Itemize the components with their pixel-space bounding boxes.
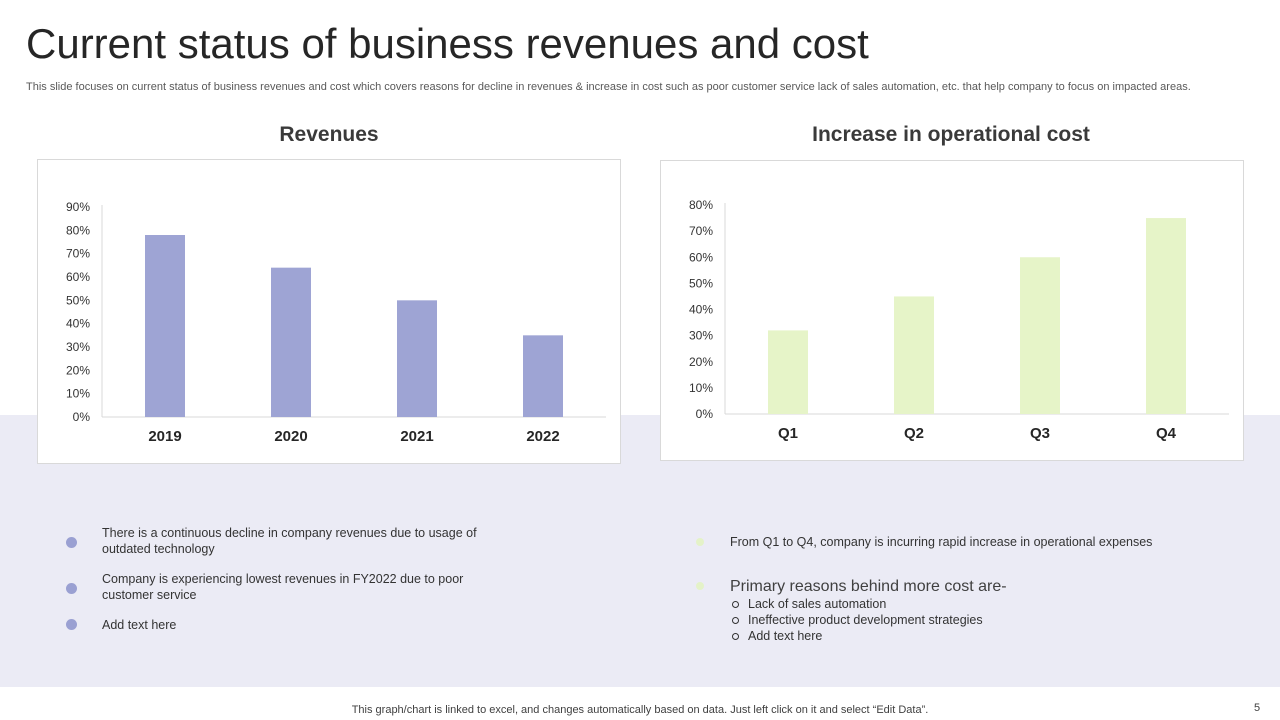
revenue-y-tick-label: 30% [66,340,90,354]
cost-reason-item: Ineffective product development strategi… [730,612,1130,628]
cost-y-tick-label: 30% [689,329,713,343]
cost-bar[interactable] [768,330,808,414]
revenue-y-tick-label: 50% [66,293,90,307]
revenue-y-tick-label: 20% [66,363,90,377]
revenue-note-item: Company is experiencing lowest revenues … [60,571,510,605]
revenue-bar[interactable] [397,300,437,417]
cost-note-text: From Q1 to Q4, company is incurring rapi… [730,535,1153,549]
revenue-bar[interactable] [271,267,311,417]
page-number: 5 [1254,702,1261,714]
cost-y-tick-label: 0% [696,407,714,421]
cost-reasons-heading: Primary reasons behind more cost are- [730,578,1007,595]
revenue-bar[interactable] [145,235,185,417]
bullet-dot-icon [696,538,704,546]
cost-chart-svg: 0% 10% 20% 30% 40% 50% 60% 70% 80% Q1 Q2 Q3 Q4 [689,198,1229,442]
cost-y-tick-label: 80% [689,198,713,212]
revenue-x-tick-label: 2019 [148,428,181,445]
cost-y-tick-label: 60% [689,250,713,264]
revenue-y-tick-label: 80% [66,223,90,237]
revenue-note-text: Company is experiencing lowest revenues … [102,572,464,602]
revenues-chart[interactable]: 0% 10% 20% 30% 40% 50% 60% 70% 80% 90% 2019 2020 202… [37,159,621,464]
cost-y-tick-label: 40% [689,303,713,317]
cost-bar[interactable] [1146,218,1186,414]
bullet-dot-icon [66,619,77,630]
revenue-y-tick-label: 70% [66,247,90,261]
revenue-x-tick-label: 2021 [400,428,433,445]
cost-reasons-list: Lack of sales automation Ineffective pro… [730,596,1130,644]
revenue-note-item: There is a continuous decline in company… [60,525,510,559]
cost-y-tick-label: 70% [689,224,713,238]
bullet-dot-icon [66,537,77,548]
cost-x-tick-label: Q2 [904,425,924,442]
footer-note: This graph/chart is linked to excel, and… [351,704,929,716]
cost-y-tick-label: 20% [689,355,713,369]
page-subtitle: This slide focuses on current status of … [26,81,1191,93]
bullet-dot-icon [696,582,704,590]
revenues-chart-svg: 0% 10% 20% 30% 40% 50% 60% 70% 80% 90% 2019 2020 202… [66,200,606,445]
page-title: Current status of business revenues and … [26,20,869,67]
revenue-y-tick-label: 40% [66,317,90,331]
cost-bar[interactable] [894,296,934,414]
cost-x-tick-label: Q3 [1030,425,1050,442]
cost-chart[interactable]: 0% 10% 20% 30% 40% 50% 60% 70% 80% Q1 Q2 Q3 Q4 [660,160,1244,461]
revenue-y-tick-label: 60% [66,270,90,284]
cost-y-tick-label: 10% [689,381,713,395]
revenue-x-tick-label: 2020 [274,428,307,445]
cost-reason-item: Add text here [730,628,1130,644]
cost-bar[interactable] [1020,257,1060,414]
revenue-bar[interactable] [523,335,563,417]
revenue-y-tick-label: 0% [73,410,91,424]
cost-x-tick-label: Q1 [778,425,798,442]
cost-reason-item: Lack of sales automation [730,596,1130,612]
revenue-x-tick-label: 2022 [526,428,559,445]
cost-y-tick-label: 50% [689,276,713,290]
revenues-chart-title: Revenues [279,123,379,146]
revenue-note-item: Add text here [60,617,510,635]
revenue-y-tick-label: 90% [66,200,90,214]
revenue-y-tick-label: 10% [66,387,90,401]
bullet-dot-icon [66,583,77,594]
revenue-note-text: There is a continuous decline in company… [102,526,477,556]
cost-x-tick-label: Q4 [1156,425,1177,442]
cost-chart-title: Increase in operational cost [812,123,1090,146]
revenue-note-text: Add text here [102,618,177,632]
